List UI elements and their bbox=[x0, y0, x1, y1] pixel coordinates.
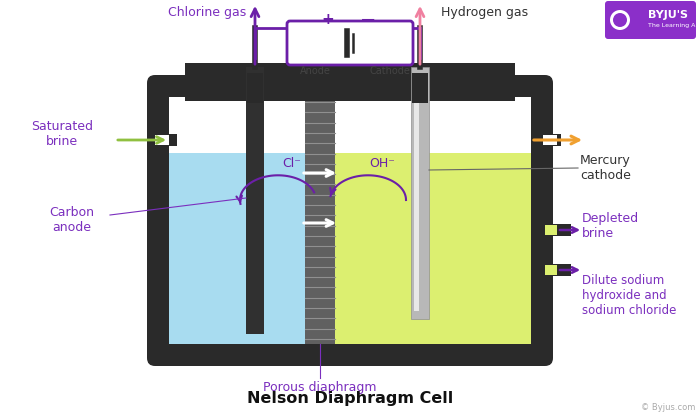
Bar bbox=[185, 63, 515, 101]
Text: The Learning App: The Learning App bbox=[648, 23, 700, 28]
Bar bbox=[169, 97, 305, 153]
Bar bbox=[539, 224, 571, 236]
Text: Anode: Anode bbox=[300, 66, 330, 76]
Text: Hydrogen gas: Hydrogen gas bbox=[442, 6, 528, 19]
FancyBboxPatch shape bbox=[605, 1, 696, 39]
Text: Chlorine gas: Chlorine gas bbox=[168, 6, 246, 19]
Bar bbox=[411, 67, 429, 319]
Bar bbox=[169, 153, 305, 344]
Text: Dilute sodium
hydroxide and
sodium chloride: Dilute sodium hydroxide and sodium chlor… bbox=[582, 274, 676, 317]
Bar bbox=[543, 135, 557, 145]
Bar bbox=[545, 265, 557, 275]
Bar bbox=[539, 264, 571, 276]
Bar bbox=[155, 135, 169, 145]
Bar bbox=[414, 75, 419, 311]
FancyBboxPatch shape bbox=[287, 21, 413, 65]
Text: © Byjus.com: © Byjus.com bbox=[640, 403, 695, 412]
Text: OH⁻: OH⁻ bbox=[369, 157, 395, 170]
Text: Cl⁻: Cl⁻ bbox=[283, 157, 302, 170]
FancyBboxPatch shape bbox=[147, 75, 553, 366]
Text: Saturated
brine: Saturated brine bbox=[31, 120, 93, 148]
Text: Depleted
brine: Depleted brine bbox=[582, 212, 639, 240]
Circle shape bbox=[613, 13, 627, 27]
Bar bbox=[335, 97, 531, 153]
Text: +: + bbox=[321, 13, 335, 28]
Bar bbox=[153, 134, 177, 146]
Bar bbox=[545, 225, 557, 235]
Text: Cathode: Cathode bbox=[370, 66, 410, 76]
Text: BYJU'S: BYJU'S bbox=[648, 10, 688, 20]
Bar bbox=[537, 134, 561, 146]
Bar bbox=[247, 73, 263, 103]
Text: Porous diaphragm: Porous diaphragm bbox=[263, 382, 377, 395]
Bar bbox=[246, 67, 264, 334]
Text: −: − bbox=[360, 10, 376, 30]
Circle shape bbox=[610, 10, 630, 30]
Text: Mercury
cathode: Mercury cathode bbox=[580, 154, 631, 182]
Text: Carbon
anode: Carbon anode bbox=[50, 206, 94, 234]
Bar bbox=[412, 73, 428, 103]
Bar bbox=[305, 97, 335, 344]
Text: Nelson Diaphragm Cell: Nelson Diaphragm Cell bbox=[247, 391, 453, 406]
Bar bbox=[335, 153, 531, 344]
